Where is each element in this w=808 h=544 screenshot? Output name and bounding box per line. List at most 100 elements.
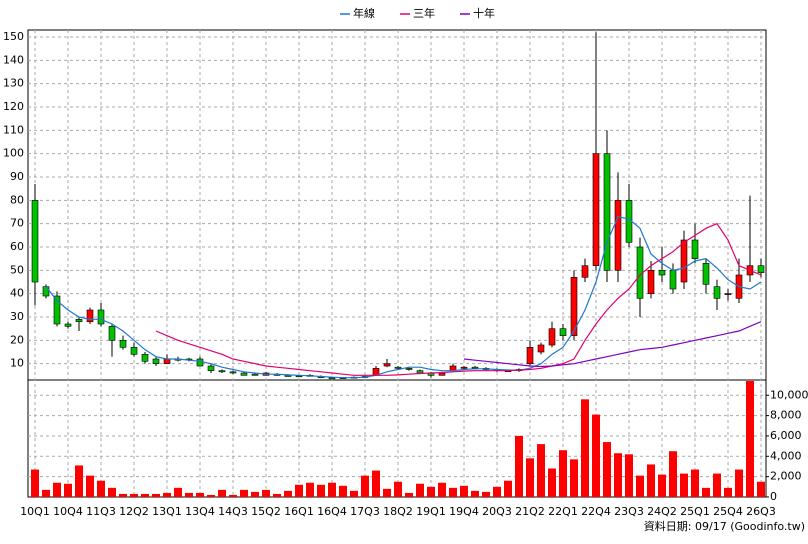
- volume-bar: [680, 473, 688, 497]
- candle-body: [658, 270, 666, 276]
- y-tick-label: 40: [10, 287, 24, 300]
- y-tick-label: 10,000: [770, 388, 808, 401]
- candle-body: [416, 370, 424, 374]
- candle-body: [119, 340, 127, 348]
- volume-bar: [328, 482, 336, 497]
- x-tick-label: 19Q1: [416, 505, 446, 518]
- x-tick-label: 13Q4: [185, 505, 215, 518]
- x-tick-label: 21Q2: [515, 505, 545, 518]
- candle-body: [218, 370, 226, 373]
- x-tick-label: 25Q4: [713, 505, 743, 518]
- candle-body: [152, 358, 160, 364]
- volume-bar: [31, 469, 39, 497]
- candle-body: [163, 358, 171, 364]
- volume-bar: [537, 444, 545, 497]
- candle-body: [669, 270, 677, 290]
- volume-bar: [405, 492, 413, 497]
- volume-bar: [647, 464, 655, 497]
- candle-body: [757, 265, 765, 273]
- y-tick-label: 8,000: [770, 409, 802, 422]
- volume-bar: [482, 491, 490, 497]
- volume-bar: [273, 493, 281, 497]
- candle-body: [53, 295, 61, 325]
- x-tick-label: 23Q3: [614, 505, 644, 518]
- y-tick-label: 70: [10, 217, 24, 230]
- volume-bar: [86, 475, 94, 497]
- volume-bar: [581, 399, 589, 497]
- x-tick-label: 25Q1: [680, 505, 710, 518]
- y-tick-label: 30: [10, 310, 24, 323]
- x-tick-label: 13Q1: [152, 505, 182, 518]
- candle-body: [603, 153, 611, 271]
- x-tick-label: 24Q2: [647, 505, 677, 518]
- volume-bar: [493, 486, 501, 497]
- x-tick-label: 20Q3: [482, 505, 512, 518]
- candle-body: [581, 265, 589, 278]
- candle-body: [592, 153, 600, 266]
- volume-bar: [284, 490, 292, 497]
- candle-body: [75, 319, 83, 322]
- volume-bar: [53, 482, 61, 497]
- y-tick-label: 100: [3, 147, 24, 160]
- volume-bar: [735, 469, 743, 497]
- y-tick-label: 2,000: [770, 470, 802, 483]
- volume-bar: [669, 451, 677, 497]
- volume-bar: [603, 442, 611, 497]
- x-tick-label: 10Q4: [53, 505, 83, 518]
- x-tick-label: 22Q4: [581, 505, 611, 518]
- volume-bar: [174, 487, 182, 497]
- volume-bar: [383, 488, 391, 497]
- y-tick-label: 110: [3, 123, 24, 136]
- volume-bar: [262, 489, 270, 497]
- volume-bar: [625, 454, 633, 497]
- candle-body: [207, 365, 215, 371]
- candle-body: [570, 277, 578, 336]
- y-tick-label: 60: [10, 240, 24, 253]
- volume-bar: [427, 486, 435, 497]
- candle-body: [713, 286, 721, 299]
- y-tick-label: 120: [3, 100, 24, 113]
- volume-bar: [251, 491, 259, 497]
- volume-bar: [449, 487, 457, 497]
- volume-bar: [119, 493, 127, 497]
- volume-bar: [317, 484, 325, 497]
- volume-bar: [746, 381, 754, 497]
- y-tick-label: 80: [10, 193, 24, 206]
- candle-body: [31, 200, 39, 283]
- volume-bar: [515, 435, 523, 497]
- volume-bar: [361, 475, 369, 497]
- candle-body: [702, 263, 710, 285]
- candle-body: [438, 372, 446, 376]
- volume-bar: [658, 474, 666, 497]
- volume-bar: [372, 470, 380, 497]
- x-tick-label: 10Q1: [20, 505, 50, 518]
- volume-bar: [64, 483, 72, 497]
- y-tick-label: 150: [3, 30, 24, 43]
- volume-bar: [548, 468, 556, 497]
- y-tick-label: 20: [10, 333, 24, 346]
- y-tick-label: 0: [770, 490, 777, 503]
- volume-bar: [559, 450, 567, 497]
- candle-body: [383, 363, 391, 367]
- x-tick-label: 14Q3: [218, 505, 248, 518]
- volume-bar: [229, 494, 237, 497]
- ma-line: [45, 215, 762, 379]
- candle-body: [537, 344, 545, 353]
- candle-body: [394, 366, 402, 369]
- volume-bar: [42, 489, 50, 497]
- volume-bar: [460, 485, 468, 497]
- volume-bar: [339, 485, 347, 497]
- ma-line: [463, 321, 762, 368]
- source-note: 資料日期: 09/17 (Goodinfo.tw): [644, 519, 805, 533]
- volume-bar: [438, 482, 446, 497]
- volume-bar: [240, 489, 248, 497]
- candle-body: [108, 326, 116, 341]
- candle-body: [86, 309, 94, 322]
- volume-bar: [207, 494, 215, 497]
- volume-bar: [152, 493, 160, 497]
- candle-body: [680, 239, 688, 283]
- candle-body: [196, 358, 204, 367]
- candle-body: [240, 372, 248, 376]
